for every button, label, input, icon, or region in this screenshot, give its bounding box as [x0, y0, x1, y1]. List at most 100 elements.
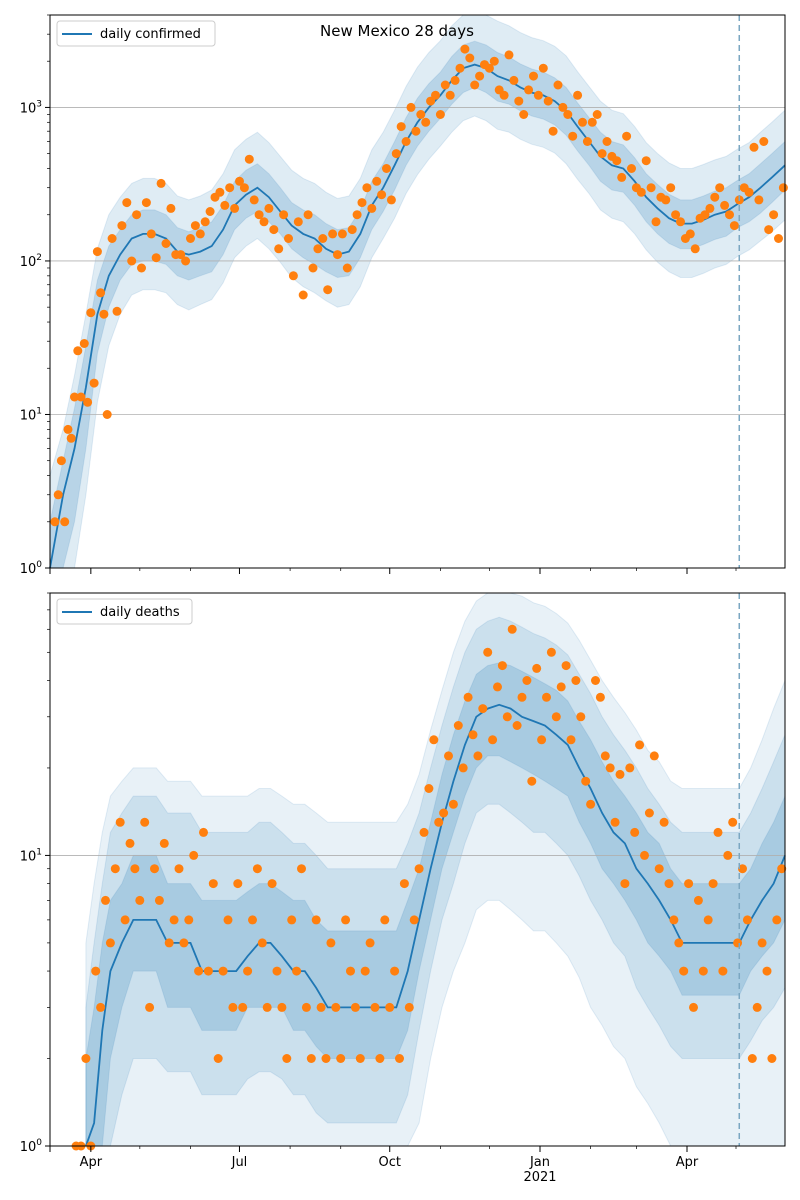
- bot-data-point: [659, 817, 669, 827]
- bot-data-point: [684, 879, 694, 889]
- top-data-point: [690, 244, 700, 254]
- bot-data-point: [698, 966, 708, 976]
- top-data-point: [715, 183, 725, 193]
- bot-data-point: [488, 735, 498, 745]
- top-data-point: [396, 122, 406, 132]
- bot-data-point: [140, 817, 150, 827]
- top-data-point: [548, 126, 558, 136]
- top-data-point: [612, 156, 622, 166]
- top-ytick-label-2: 102: [20, 253, 42, 270]
- bot-data-point: [404, 1002, 414, 1012]
- bot-data-point: [355, 1054, 365, 1063]
- bot-data-point: [218, 966, 228, 976]
- top-data-point: [543, 96, 553, 106]
- bot-data-point: [493, 682, 502, 692]
- bot-data-point: [713, 827, 723, 837]
- top-data-point: [235, 176, 244, 186]
- top-data-point: [720, 200, 730, 210]
- top-data-point: [514, 96, 524, 106]
- bot-data-point: [331, 1002, 341, 1012]
- bot-data-point: [262, 1002, 272, 1012]
- top-data-point: [504, 50, 514, 60]
- bot-data-point: [635, 740, 645, 750]
- top-data-point: [411, 126, 421, 136]
- bottom-observed-points: [71, 624, 787, 1151]
- top-data-point: [538, 63, 548, 73]
- bot-data-point: [81, 1054, 91, 1063]
- bot-data-point: [110, 864, 120, 874]
- top-main-line: [49, 63, 786, 569]
- bot-xtick-label-1: Jul: [231, 1155, 248, 1170]
- bot-data-point: [238, 1002, 248, 1012]
- bot-data-point: [399, 879, 409, 889]
- top-y-ticks: 100 101 102 103: [20, 14, 50, 577]
- bot-data-point: [159, 838, 169, 848]
- bot-data-point: [718, 966, 728, 976]
- top-data-point: [578, 117, 587, 127]
- bot-data-point: [346, 966, 355, 976]
- top-data-point: [107, 234, 117, 243]
- top-data-point: [641, 156, 651, 166]
- bot-data-point: [532, 663, 542, 673]
- bot-data-point: [243, 966, 253, 976]
- top-axes-frame: [49, 14, 786, 569]
- top-data-point: [86, 308, 96, 318]
- top-data-point: [308, 263, 318, 273]
- bot-data-point: [336, 1054, 346, 1063]
- top-data-point: [122, 198, 132, 208]
- bot-data-point: [517, 692, 527, 702]
- top-data-point: [156, 178, 166, 188]
- top-data-point: [382, 164, 391, 173]
- bot-data-point: [777, 864, 787, 874]
- top-legend: daily confirmed: [56, 20, 216, 47]
- bot-data-point: [600, 751, 610, 761]
- top-data-point: [764, 225, 774, 235]
- top-data-point: [676, 217, 685, 227]
- bot-data-point: [551, 712, 561, 722]
- bottom-legend-box: [56, 598, 193, 625]
- top-data-point: [519, 110, 529, 119]
- top-x-ticks: [49, 568, 737, 574]
- top-data-point: [298, 290, 308, 300]
- bot-data-point: [649, 751, 659, 761]
- bot-data-point: [644, 808, 654, 818]
- bot-data-point: [512, 721, 522, 730]
- top-data-point: [705, 203, 715, 213]
- bot-data-point: [630, 827, 640, 837]
- bot-data-point: [150, 864, 159, 874]
- bot-data-point: [365, 938, 375, 948]
- top-data-point: [646, 183, 656, 193]
- top-data-point: [636, 187, 646, 197]
- bot-data-point: [130, 864, 140, 874]
- top-data-point: [367, 203, 377, 213]
- top-data-point: [725, 210, 734, 220]
- top-data-point: [141, 198, 151, 208]
- bot-data-point: [297, 864, 306, 874]
- bot-data-point: [395, 1054, 404, 1063]
- bot-data-point: [556, 682, 566, 692]
- top-legend-label: daily confirmed: [100, 27, 201, 42]
- bot-data-point: [566, 735, 576, 745]
- bot-data-point: [390, 966, 400, 976]
- top-observed-points: [50, 44, 788, 527]
- top-data-point: [774, 234, 783, 243]
- top-data-point: [161, 239, 171, 248]
- top-data-point: [249, 195, 259, 205]
- bot-data-point: [654, 864, 664, 874]
- bottom-legend-label: daily deaths: [100, 605, 180, 620]
- top-data-point: [264, 203, 274, 213]
- top-data-point: [181, 256, 191, 266]
- top-data-point: [166, 203, 176, 213]
- top-data-point: [337, 229, 347, 239]
- bot-data-point: [287, 915, 297, 925]
- top-data-point: [445, 90, 455, 100]
- top-data-point: [465, 53, 475, 63]
- top-data-point: [455, 63, 465, 73]
- bot-data-point: [625, 763, 635, 773]
- top-data-point: [759, 137, 769, 146]
- bot-data-point: [546, 647, 556, 657]
- top-chart-title: New Mexico 28 days: [320, 22, 474, 40]
- top-data-point: [117, 221, 127, 231]
- bot-data-point: [316, 1002, 326, 1012]
